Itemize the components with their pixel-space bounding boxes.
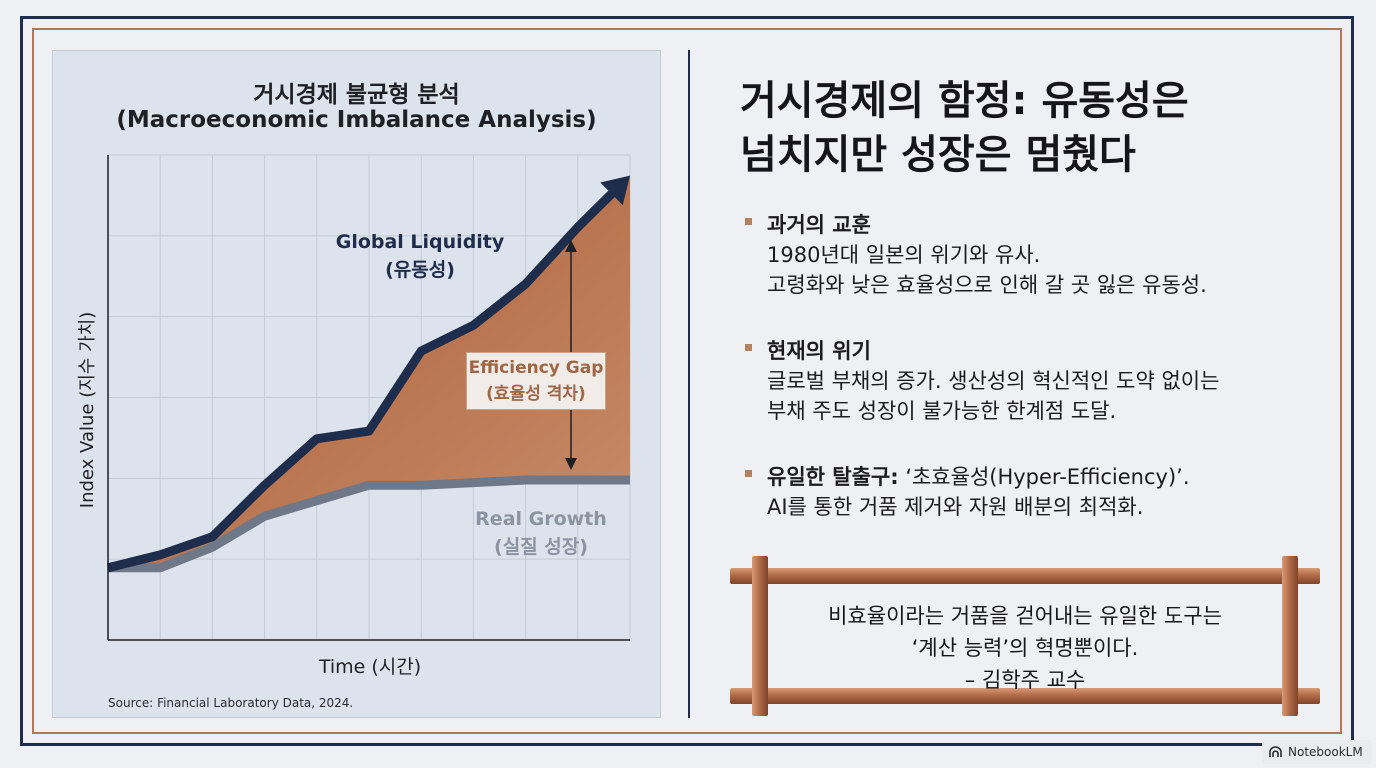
global-liquidity-name: Global Liquidity <box>335 231 505 253</box>
global-liquidity-arrow-icon <box>600 175 630 206</box>
gap-arrow-up-icon <box>565 240 577 252</box>
quote-left-post <box>752 556 768 716</box>
bullet-marker-icon <box>745 470 752 477</box>
vertical-divider <box>688 50 690 718</box>
efficiency-gap-label: Efficiency Gap (효율성 격차) <box>466 352 606 410</box>
bullet-line: 부채 주도 성장이 불가능한 한계점 도달. <box>767 399 1117 423</box>
bullet-line: 1980년대 일본의 위기와 유사. <box>767 243 1041 267</box>
quote-top-rail <box>730 568 1320 584</box>
bullet-line: 고령화와 낮은 효율성으로 인해 갈 곳 잃은 유동성. <box>767 273 1207 297</box>
quote-bottom-rail <box>730 688 1320 704</box>
y-axis-label: Index Value (지수 가치) <box>77 311 98 509</box>
bullet-marker-icon <box>745 344 752 351</box>
outer-frame <box>20 16 1354 746</box>
real-growth-label: Real Growth (실질 성장) <box>475 505 607 561</box>
real-growth-name-ko: (실질 성장) <box>494 536 588 558</box>
bullet-title-text: 현재의 위기 <box>767 339 871 363</box>
headline: 거시경제의 함정: 유동성은 넘치지만 성장은 멈췄다 <box>740 74 1330 182</box>
bullet-title: 현재의 위기 <box>767 336 1345 366</box>
chart-title: 거시경제 불균형 분석 <box>253 82 460 108</box>
notebooklm-logo-icon <box>1269 746 1282 757</box>
bullet-current-crisis: 현재의 위기 글로벌 부채의 증가. 생산성의 혁신적인 도약 없이는 부채 주… <box>745 336 1345 426</box>
bullet-only-escape: 유일한 탈출구: ‘초효율성(Hyper-Efficiency)’. AI를 통… <box>745 462 1345 522</box>
bullet-title: 유일한 탈출구: ‘초효율성(Hyper-Efficiency)’. <box>767 462 1345 492</box>
notebooklm-badge[interactable]: NotebookLM <box>1262 740 1372 764</box>
bullet-title-rest: ‘초효율성(Hyper-Efficiency)’. <box>898 465 1190 489</box>
global-liquidity-name-ko: (유동성) <box>385 259 455 281</box>
quote-line-1: 비효율이라는 거품을 걷어내는 유일한 도구는 <box>828 604 1222 628</box>
quote-right-post <box>1282 556 1298 716</box>
real-growth-name: Real Growth <box>475 508 607 530</box>
global-liquidity-line <box>106 187 619 573</box>
chart-subtitle: (Macroeconomic Imbalance Analysis) <box>116 107 597 133</box>
bullet-line: 글로벌 부채의 증가. 생산성의 혁신적인 도약 없이는 <box>767 369 1220 393</box>
bullet-title-text: 유일한 탈출구: <box>767 465 899 489</box>
x-axis-label: Time (시간) <box>318 656 422 678</box>
bullet-past-lesson: 과거의 교훈 1980년대 일본의 위기와 유사. 고령화와 낮은 효율성으로 … <box>745 210 1345 300</box>
efficiency-gap-area <box>108 175 630 568</box>
gap-arrow-down-icon <box>565 458 577 470</box>
efficiency-gap-name-ko: (효율성 격차) <box>486 384 586 404</box>
headline-line-2: 넘치지만 성장은 멈췄다 <box>740 132 1136 178</box>
badge-label: NotebookLM <box>1288 745 1363 759</box>
bullet-marker-icon <box>745 218 752 225</box>
bullet-title-text: 과거의 교훈 <box>767 213 871 237</box>
quote-line-2: ‘계산 능력’의 혁명뿐이다. <box>911 636 1139 660</box>
inner-frame <box>32 28 1342 734</box>
real-growth-line <box>108 475 630 573</box>
global-liquidity-label: Global Liquidity (유동성) <box>336 228 505 284</box>
quote-frame: 비효율이라는 거품을 걷어내는 유일한 도구는 ‘계산 능력’의 혁명뿐이다. … <box>730 556 1320 716</box>
quote-author: – 김학주 교수 <box>964 668 1086 692</box>
bullet-line: AI를 통한 거품 제거와 자원 배분의 최적화. <box>767 495 1144 519</box>
efficiency-gap-name: Efficiency Gap <box>468 358 604 378</box>
headline-line-1: 거시경제의 함정: 유동성은 <box>740 78 1189 124</box>
chart-source: Source: Financial Laboratory Data, 2024. <box>108 696 354 710</box>
bullet-title: 과거의 교훈 <box>767 210 1345 240</box>
